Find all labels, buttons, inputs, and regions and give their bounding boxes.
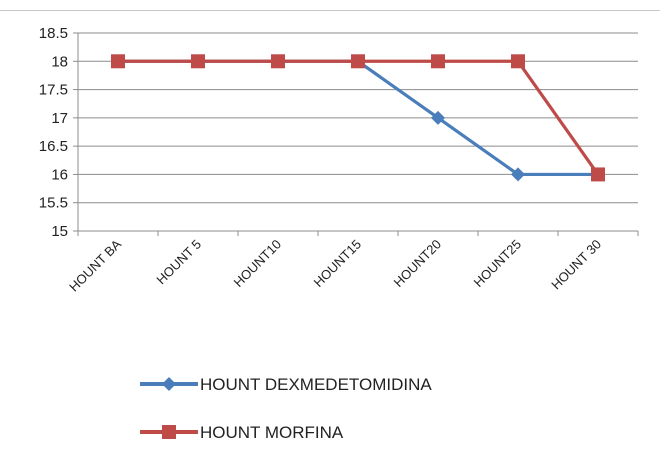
legend: HOUNT DEXMEDETOMIDINA HOUNT MORFINA: [140, 375, 432, 442]
data-point-diamond: [511, 167, 525, 182]
top-border-line: [0, 10, 660, 11]
y-tick-label: 17: [51, 110, 68, 127]
data-point-square: [271, 54, 285, 69]
y-tick-label: 15.5: [39, 195, 68, 212]
y-tick-label: 17.5: [39, 82, 68, 99]
x-tick-label: HOUNT BA: [66, 236, 124, 294]
y-tick-label: 15: [51, 223, 68, 240]
x-tick-label: HOUNT20: [391, 237, 445, 291]
data-point-diamond: [431, 110, 445, 125]
data-point-square: [511, 54, 525, 69]
data-point-square: [431, 54, 445, 69]
legend-item: HOUNT DEXMEDETOMIDINA: [140, 375, 432, 394]
x-tick-label: HOUNT10: [231, 237, 285, 291]
data-point-square: [191, 54, 205, 69]
legend-item: HOUNT MORFINA: [140, 423, 344, 442]
x-tick-label: HOUNT 5: [153, 237, 204, 288]
legend-marker-diamond: [162, 377, 176, 391]
legend-label: HOUNT MORFINA: [200, 423, 344, 442]
y-tick-label: 18.5: [39, 25, 68, 42]
y-axis-tick-labels: 15 15.5 16 16.5 17 17.5 18 18.5: [39, 25, 68, 240]
data-point-square: [111, 54, 125, 69]
series-morfina: [111, 54, 605, 182]
x-axis-tick-labels: HOUNT BA HOUNT 5 HOUNT10 HOUNT15 HOUNT20 HOUN…: [66, 236, 604, 294]
y-tick-label: 18: [51, 53, 68, 70]
series: [111, 54, 605, 182]
legend-label: HOUNT DEXMEDETOMIDINA: [200, 375, 432, 394]
y-tick-label: 16: [51, 166, 68, 183]
axes: [73, 32, 639, 236]
x-tick-label: HOUNT 30: [548, 237, 604, 293]
data-point-square: [351, 54, 365, 69]
x-tick-label: HOUNT15: [311, 237, 365, 291]
legend-marker-square: [162, 425, 176, 439]
x-tick-label: HOUNT25: [471, 237, 525, 291]
y-tick-label: 16.5: [39, 138, 68, 155]
data-point-square: [591, 167, 605, 182]
